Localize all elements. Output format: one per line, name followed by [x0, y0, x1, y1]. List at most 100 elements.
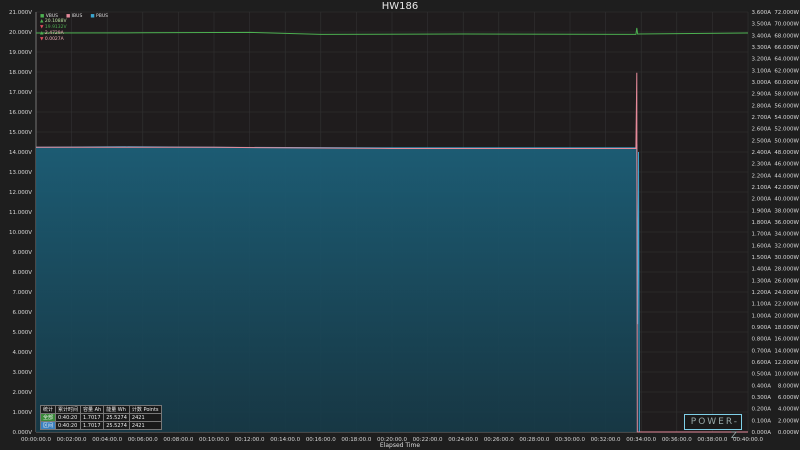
- stats-table: 统计 累计时间 容量 Ah 能量 Wh 计数 Points 全部 0:40:20…: [39, 405, 162, 430]
- x-tick-label: 00:30:00.0: [555, 437, 585, 443]
- stats-cell[interactable]: 区间: [39, 421, 57, 430]
- y-right-power-tick-label: 28.000W: [774, 267, 799, 273]
- y-right-current-tick-label: 3.300A: [751, 45, 771, 51]
- y-right-current-tick-label: 3.000A: [751, 80, 771, 86]
- stats-cell: 1.7017: [80, 421, 105, 430]
- y-right-current-tick-label: 2.700A: [751, 115, 771, 121]
- y-left-tick-label: 14.000V: [9, 150, 32, 156]
- y-right-power-tick-label: 62.000W: [774, 68, 799, 74]
- y-right-current-tick-label: 0.500A: [751, 372, 771, 378]
- y-left-tick-label: 17.000V: [9, 90, 32, 96]
- y-right-current-tick-label: 0.400A: [751, 383, 771, 389]
- y-right-current-tick-label: 2.300A: [751, 162, 771, 168]
- y-right-current-tick-label: 3.100A: [751, 68, 771, 74]
- y-right-power-tick-label: 8.000W: [778, 383, 800, 389]
- y-right-current-tick-label: 1.400A: [751, 267, 771, 273]
- legend-max-voltage: ▲ 20.1088V: [40, 19, 67, 24]
- y-right-power-tick-label: 38.000W: [774, 208, 799, 214]
- y-right-power-tick-label: 32.000W: [774, 243, 799, 249]
- y-right-power-tick-label: 58.000W: [774, 92, 799, 98]
- y-right-power-tick-label: 54.000W: [774, 115, 799, 121]
- y-right-current-tick-label: 2.500A: [751, 138, 771, 144]
- y-right-power-tick-label: 22.000W: [774, 302, 799, 308]
- y-right-current-tick-label: 3.400A: [751, 33, 771, 39]
- stats-cell[interactable]: 全部: [39, 413, 57, 422]
- x-tick-label: 00:00:00.0: [21, 437, 51, 443]
- y-right-power-tick-label: 72.000W: [774, 10, 799, 16]
- y-right-power-tick-label: 4.000W: [778, 407, 800, 413]
- chart-title: HW186: [381, 1, 419, 12]
- y-right-power-tick-label: 14.000W: [774, 348, 799, 354]
- x-tick-label: 00:18:00.0: [341, 437, 371, 443]
- y-right-power-tick-label: 64.000W: [774, 57, 799, 63]
- up-arrow-icon: ▲: [40, 31, 44, 36]
- stats-cell: 25.5274: [103, 413, 130, 422]
- x-tick-label: 00:14:00.0: [270, 437, 300, 443]
- stats-cell: 0:40:20: [55, 421, 82, 430]
- down-arrow-icon: ▼: [40, 25, 44, 30]
- y-left-tick-label: 7.000V: [12, 290, 32, 296]
- y-right-power-tick-label: 2.000W: [778, 418, 800, 424]
- y-right-power-tick-label: 16.000W: [774, 337, 799, 343]
- stats-row-range: 区间 0:40:20 1.7017 25.5274 2421: [39, 421, 162, 430]
- x-tick-label: 00:12:00.0: [235, 437, 265, 443]
- stats-header-cell: 容量 Ah: [80, 405, 105, 414]
- y-right-power-tick-label: 66.000W: [774, 45, 799, 51]
- y-right-current-tick-label: 1.200A: [751, 290, 771, 296]
- y-right-power-tick-label: 44.000W: [774, 173, 799, 179]
- y-right-current-tick-label: 0.600A: [751, 360, 771, 366]
- y-left-tick-label: 21.000V: [9, 10, 32, 16]
- y-right-current-tick-label: 1.100A: [751, 302, 771, 308]
- x-tick-label: 00:24:00.0: [448, 437, 478, 443]
- y-right-current-tick-label: 1.500A: [751, 255, 771, 261]
- y-right-current-tick-label: 2.000A: [751, 197, 771, 203]
- stats-cell: 25.5274: [103, 421, 130, 430]
- y-right-current-tick-label: 1.700A: [751, 232, 771, 238]
- y-right-current-tick-label: 0.100A: [751, 418, 771, 424]
- y-left-tick-label: 11.000V: [9, 210, 32, 216]
- y-right-current-tick-label: 0.300A: [751, 395, 771, 401]
- y-right-power-tick-label: 46.000W: [774, 162, 799, 168]
- y-right-power-tick-label: 36.000W: [774, 220, 799, 226]
- legend-pbus[interactable]: ■ PBUS: [90, 14, 108, 19]
- stats-header: 统计 累计时间 容量 Ah 能量 Wh 计数 Points: [39, 405, 162, 414]
- power-z-logo: POWER-Z: [684, 414, 742, 441]
- y-right-power-tick-label: 26.000W: [774, 278, 799, 284]
- x-tick-label: 00:26:00.0: [484, 437, 514, 443]
- y-left-tick-label: 0.000V: [12, 430, 32, 436]
- up-arrow-icon: ▲: [40, 19, 44, 24]
- y-right-current-tick-label: 0.000A: [751, 430, 771, 436]
- y-right-current-tick-label: 0.800A: [751, 337, 771, 343]
- x-tick-label: 00:28:00.0: [519, 437, 549, 443]
- y-right-current-tick-label: 2.400A: [751, 150, 771, 156]
- legend-vbus[interactable]: ■ VBUS: [40, 14, 59, 19]
- x-tick-label: 00:34:00.0: [626, 437, 656, 443]
- legend-ibus[interactable]: ■ IBUS: [66, 14, 83, 19]
- y-right-current-tick-label: 0.200A: [751, 407, 771, 413]
- y-right-current-tick-label: 1.300A: [751, 278, 771, 284]
- y-left-tick-label: 1.000V: [12, 410, 32, 416]
- y-left-tick-label: 15.000V: [9, 130, 32, 136]
- series-pbus-area: [36, 144, 748, 432]
- stats-cell: 2421: [128, 421, 162, 430]
- y-right-power-tick-label: 40.000W: [774, 197, 799, 203]
- y-right-power-tick-label: 70.000W: [774, 22, 799, 28]
- x-tick-label: 00:40:00.0: [733, 437, 763, 443]
- x-tick-label: 00:04:00.0: [92, 437, 122, 443]
- y-right-power-tick-label: 18.000W: [774, 325, 799, 331]
- y-right-current-tick-label: 3.200A: [751, 57, 771, 63]
- x-tick-label: 00:16:00.0: [306, 437, 336, 443]
- y-right-power-tick-label: 24.000W: [774, 290, 799, 296]
- y-left-tick-label: 2.000V: [12, 390, 32, 396]
- y-left-tick-label: 8.000V: [12, 270, 32, 276]
- stats-header-cell: 统计: [39, 405, 57, 414]
- y-right-current-tick-label: 2.200A: [751, 173, 771, 179]
- stats-header-cell: 计数 Points: [128, 405, 162, 414]
- y-right-power-tick-label: 34.000W: [774, 232, 799, 238]
- y-left-tick-label: 9.000V: [12, 250, 32, 256]
- y-left-tick-label: 12.000V: [9, 190, 32, 196]
- legend-min-current: ▼ 0.0027A: [40, 37, 64, 42]
- x-tick-label: 00:02:00.0: [57, 437, 87, 443]
- y-right-current-tick-label: 2.900A: [751, 92, 771, 98]
